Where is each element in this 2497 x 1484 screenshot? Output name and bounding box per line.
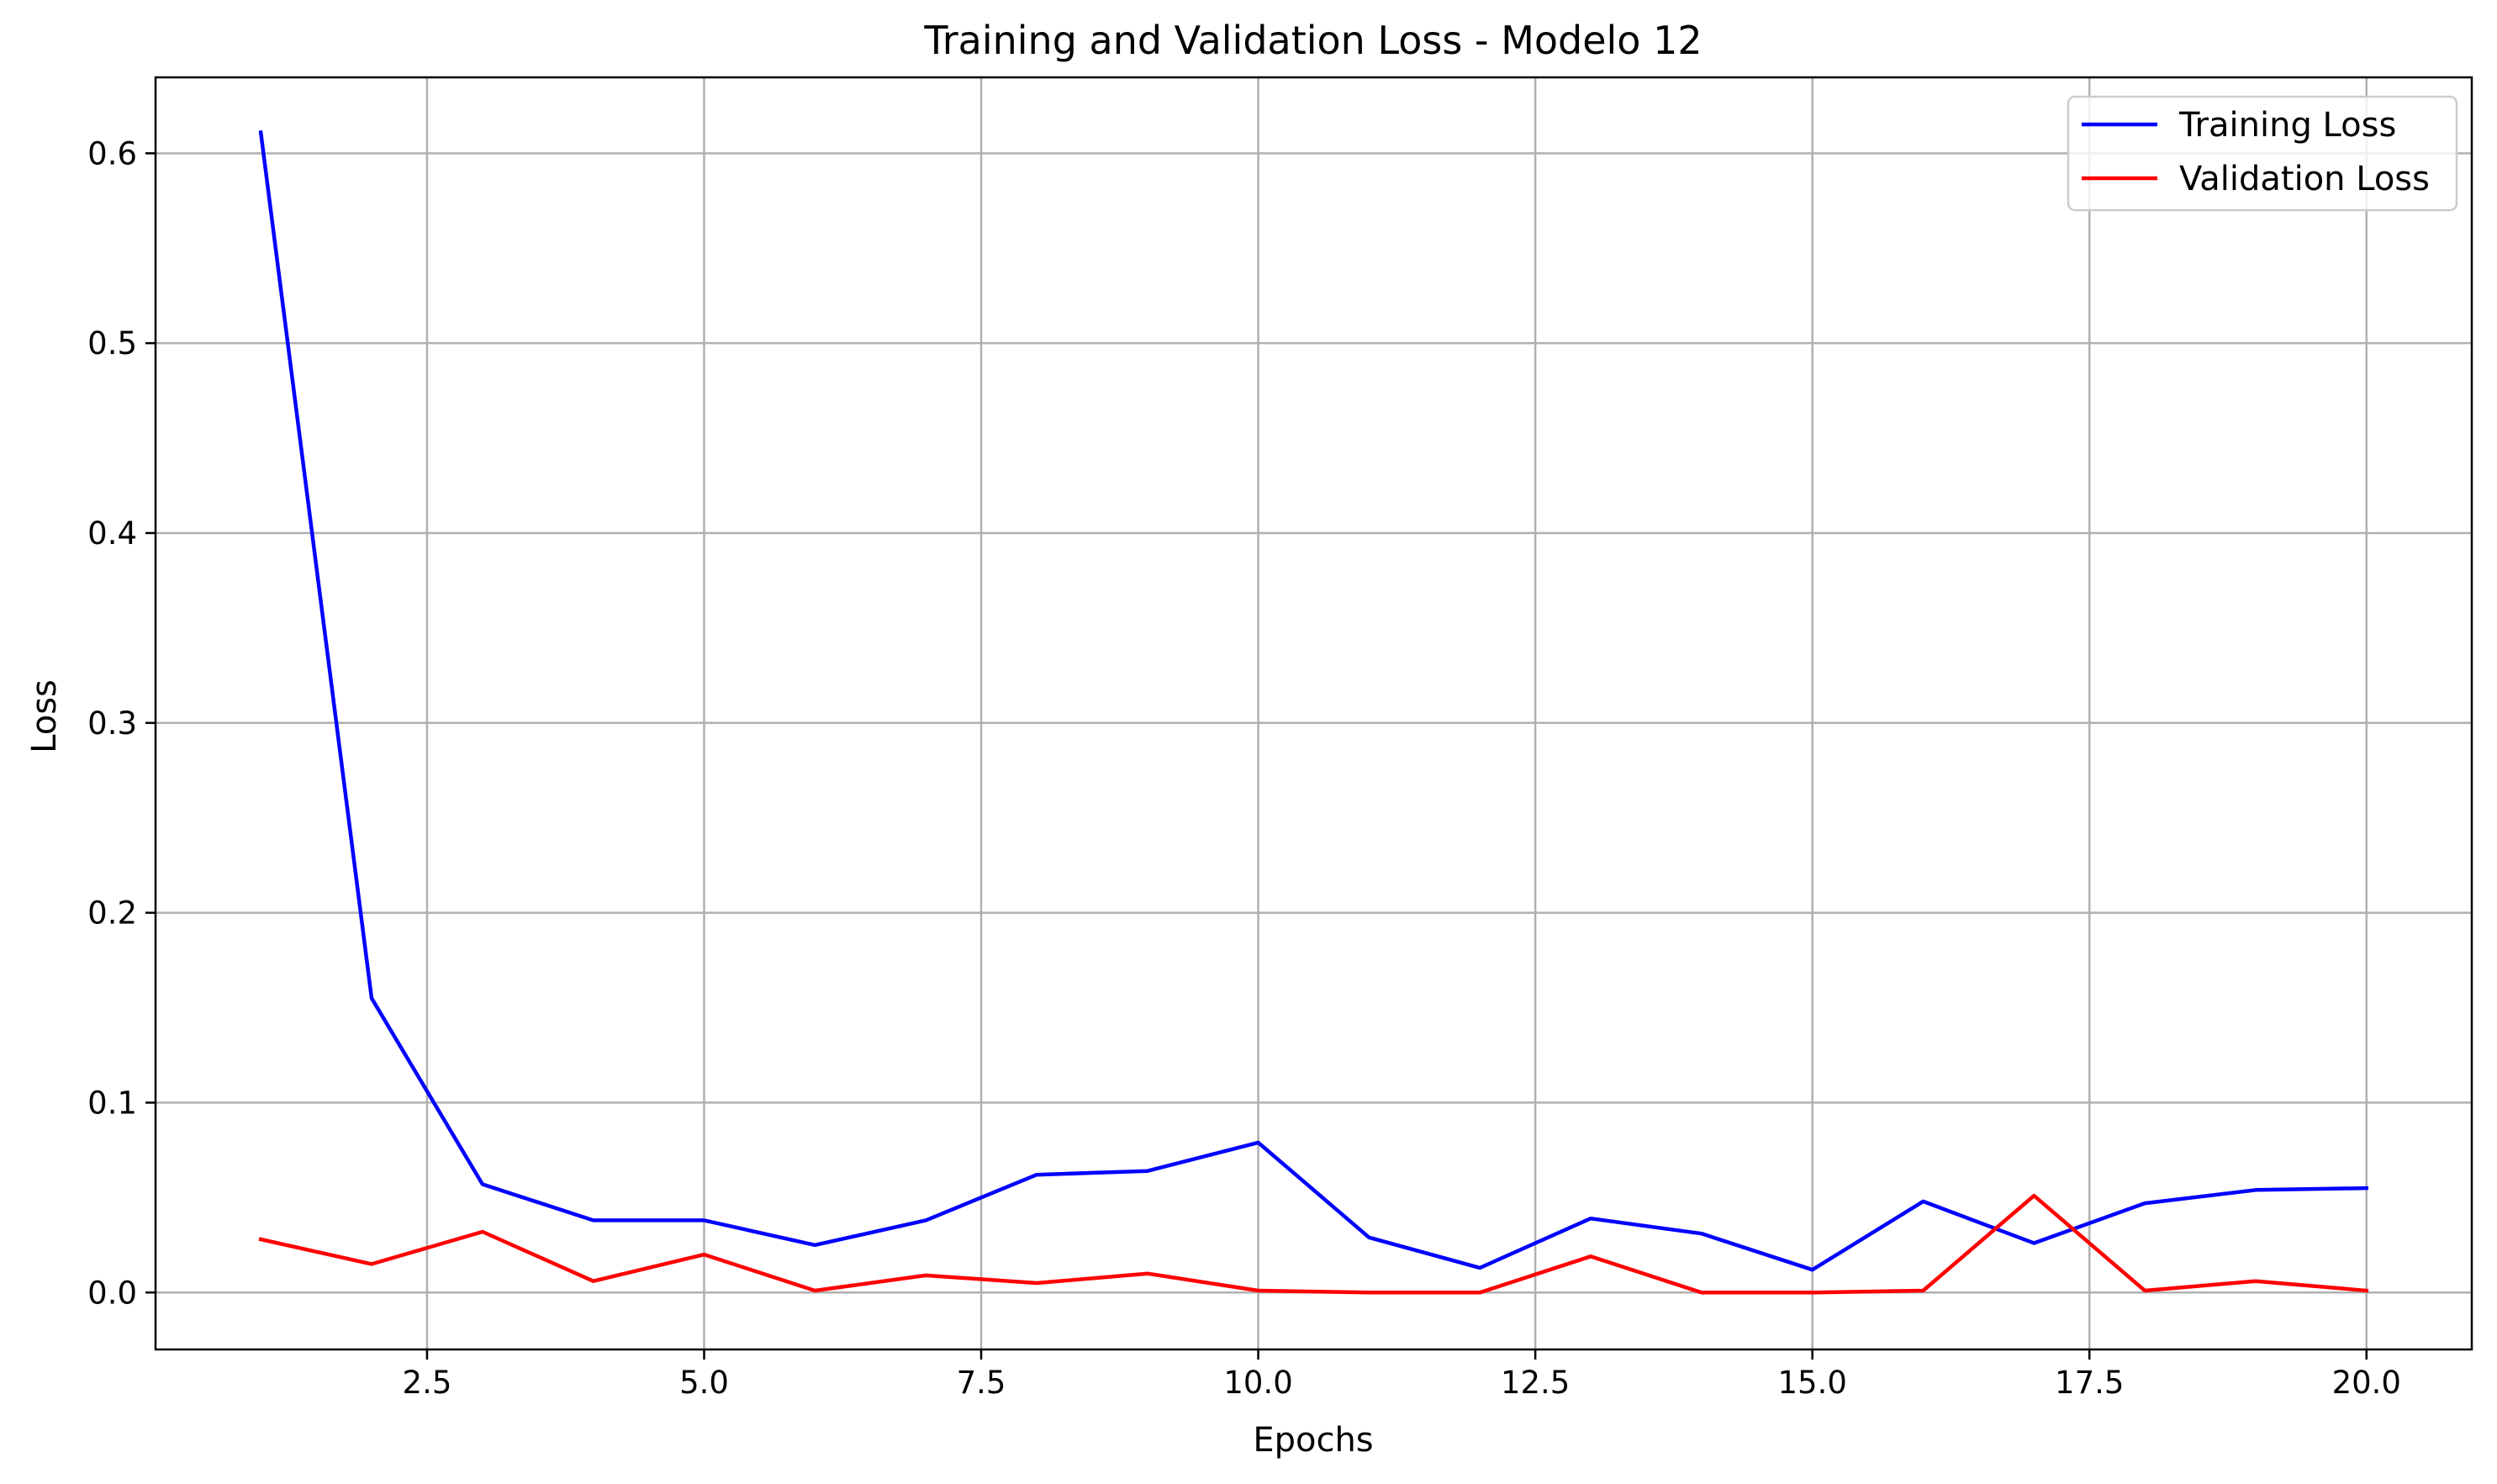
x-tick-label: 17.5 [2055, 1365, 2124, 1401]
x-tick-label: 20.0 [2332, 1365, 2401, 1401]
legend-box [2067, 95, 2458, 212]
x-tick-label: 2.5 [403, 1365, 452, 1401]
y-tick-label: 0.4 [87, 515, 137, 552]
y-tick-label: 0.1 [87, 1085, 137, 1121]
x-tick-label: 10.0 [1223, 1365, 1292, 1401]
x-tick-label: 15.0 [1777, 1365, 1846, 1401]
chart-title: Training and Validation Loss - Modelo 12 [923, 18, 1702, 63]
y-tick-label: 0.2 [87, 895, 137, 932]
legend-label-training-loss: Training Loss [2178, 106, 2396, 145]
plot-series [258, 129, 2369, 1295]
grid-lines [156, 77, 2472, 1349]
legend: Training Loss Validation Loss [2067, 95, 2458, 212]
x-tick-label: 7.5 [957, 1365, 1006, 1401]
series-line-training-loss [258, 129, 2369, 1272]
x-tick-label: 5.0 [679, 1365, 729, 1401]
plot-frame [154, 76, 2473, 1351]
y-tick-label: 0.3 [87, 705, 137, 742]
y-tick-label: 0.0 [87, 1275, 137, 1311]
y-axis: 0.0 0.1 0.2 0.3 0.4 0.5 0.6 [87, 135, 156, 1311]
series-line-validation-loss [258, 1193, 2369, 1295]
y-axis-label: Loss [25, 679, 64, 753]
y-tick-label: 0.6 [87, 135, 137, 172]
x-axis-label: Epochs [1253, 1421, 1373, 1460]
x-tick-label: 12.5 [1501, 1365, 1570, 1401]
legend-label-validation-loss: Validation Loss [2179, 160, 2430, 198]
x-axis: 2.5 5.0 7.5 10.0 12.5 15.0 17.5 20.0 [403, 1349, 2401, 1401]
y-tick-label: 0.5 [87, 325, 137, 362]
